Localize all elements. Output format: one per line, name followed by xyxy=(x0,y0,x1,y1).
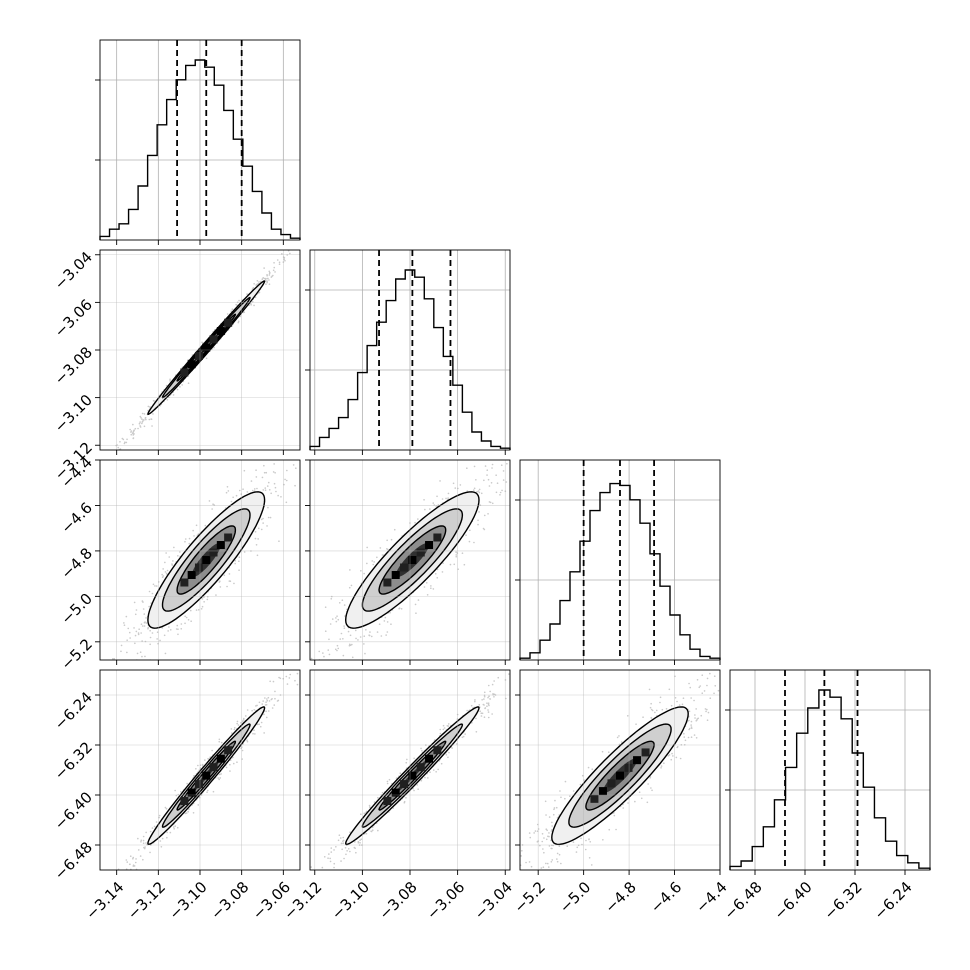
xtick-label-col3-0: −6.48 xyxy=(721,878,766,923)
hist-panel-3 xyxy=(725,669,931,875)
density-bin xyxy=(616,771,624,780)
density-bin xyxy=(590,794,599,803)
density-bin xyxy=(209,763,218,772)
density-bin xyxy=(391,571,400,579)
scatter-panel-1-0 xyxy=(95,249,301,455)
hist-panel-2 xyxy=(515,459,721,665)
ytick-label-row1-1: −3.10 xyxy=(51,391,96,436)
scatter-panel-3-0 xyxy=(95,669,301,875)
panel-content xyxy=(117,672,299,870)
density-bin xyxy=(202,771,211,780)
density-bin xyxy=(416,763,425,772)
ytick-label-row2-2: −4.8 xyxy=(58,544,96,582)
density-bin xyxy=(194,563,203,572)
scatter-panel-2-0 xyxy=(95,459,301,665)
density-bin xyxy=(224,746,233,755)
xtick-label-col0-0: −3.14 xyxy=(82,878,127,923)
xtick-label-col3-2: −6.32 xyxy=(821,878,866,923)
density-bin xyxy=(202,343,211,352)
ytick-label-row3-3: −6.24 xyxy=(51,688,96,733)
density-bin xyxy=(187,788,196,797)
xtick-label-col1-2: −3.08 xyxy=(376,878,421,923)
density-bin xyxy=(216,327,225,336)
density-bin xyxy=(391,788,400,797)
density-bin xyxy=(194,351,203,360)
density-bin xyxy=(180,797,189,806)
scatter-panel-3-1 xyxy=(305,669,511,875)
ytick-label-row3-1: −6.40 xyxy=(51,788,96,833)
density-bin xyxy=(598,787,607,796)
hist-panel-1 xyxy=(305,249,511,455)
histogram-step xyxy=(309,269,511,450)
ytick-label-row2-3: −4.6 xyxy=(58,499,96,537)
panel-frame xyxy=(519,459,721,661)
density-bin xyxy=(202,556,211,564)
density-bin xyxy=(180,368,189,377)
density-bin xyxy=(209,335,218,344)
density-bin xyxy=(416,548,425,557)
histogram-step xyxy=(729,689,931,870)
panel-frame xyxy=(729,669,931,871)
density-bin xyxy=(180,578,189,587)
density-bin xyxy=(433,533,442,542)
ytick-label-row1-3: −3.06 xyxy=(51,296,96,341)
ytick-label-row2-1: −5.0 xyxy=(58,590,96,628)
density-bin xyxy=(187,360,196,369)
density-bin xyxy=(224,318,233,327)
xtick-label-col3-3: −6.24 xyxy=(871,878,916,923)
panel-content xyxy=(310,462,510,660)
density-bin xyxy=(607,779,616,788)
ytick-label-row3-0: −6.48 xyxy=(51,838,96,883)
histogram-step xyxy=(99,59,301,240)
xtick-label-col3-1: −6.40 xyxy=(771,878,816,923)
panel-content xyxy=(520,672,720,869)
ytick-label-row1-4: −3.04 xyxy=(51,248,96,293)
xtick-label-col0-3: −3.08 xyxy=(207,878,252,923)
xtick-label-col2-0: −5.2 xyxy=(510,878,548,916)
scatter-panel-2-1 xyxy=(305,459,511,665)
panel-content xyxy=(310,673,510,869)
hist-panel-0 xyxy=(95,39,301,245)
xtick-label-col1-4: −3.04 xyxy=(471,878,516,923)
density-bin xyxy=(383,578,392,587)
density-bin xyxy=(408,771,417,780)
density-bin xyxy=(194,780,203,789)
density-bin xyxy=(408,556,417,564)
ytick-label-row2-0: −5.2 xyxy=(58,635,96,673)
ytick-label-row1-2: −3.08 xyxy=(51,343,96,388)
xtick-label-col1-3: −3.06 xyxy=(423,878,468,923)
xtick-label-col2-1: −5.0 xyxy=(556,878,594,916)
xtick-label-col0-1: −3.12 xyxy=(124,878,169,923)
density-bin xyxy=(633,756,642,765)
density-bin xyxy=(425,754,434,763)
density-bin xyxy=(400,780,409,789)
ytick-label-row3-2: −6.32 xyxy=(51,738,96,783)
panel-frame xyxy=(519,669,721,871)
density-bin xyxy=(641,748,650,757)
xtick-label-col1-1: −3.10 xyxy=(328,878,373,923)
scatter-panel-3-2 xyxy=(515,669,721,875)
xtick-label-col2-3: −4.6 xyxy=(647,878,685,916)
density-bin xyxy=(216,754,225,763)
density-bin xyxy=(216,541,225,549)
xtick-label-col2-2: −4.8 xyxy=(601,878,639,916)
panel-content xyxy=(115,250,293,450)
xtick-label-col0-2: −3.10 xyxy=(166,878,211,923)
density-bin xyxy=(425,541,434,549)
density-bin xyxy=(383,797,392,806)
panel-background xyxy=(730,670,930,870)
density-bin xyxy=(187,571,196,579)
density-bin xyxy=(624,763,633,772)
density-bin xyxy=(209,548,218,557)
panel-content xyxy=(112,460,297,660)
density-bin xyxy=(400,563,409,572)
density-bin xyxy=(433,746,442,755)
density-bin xyxy=(224,533,233,542)
